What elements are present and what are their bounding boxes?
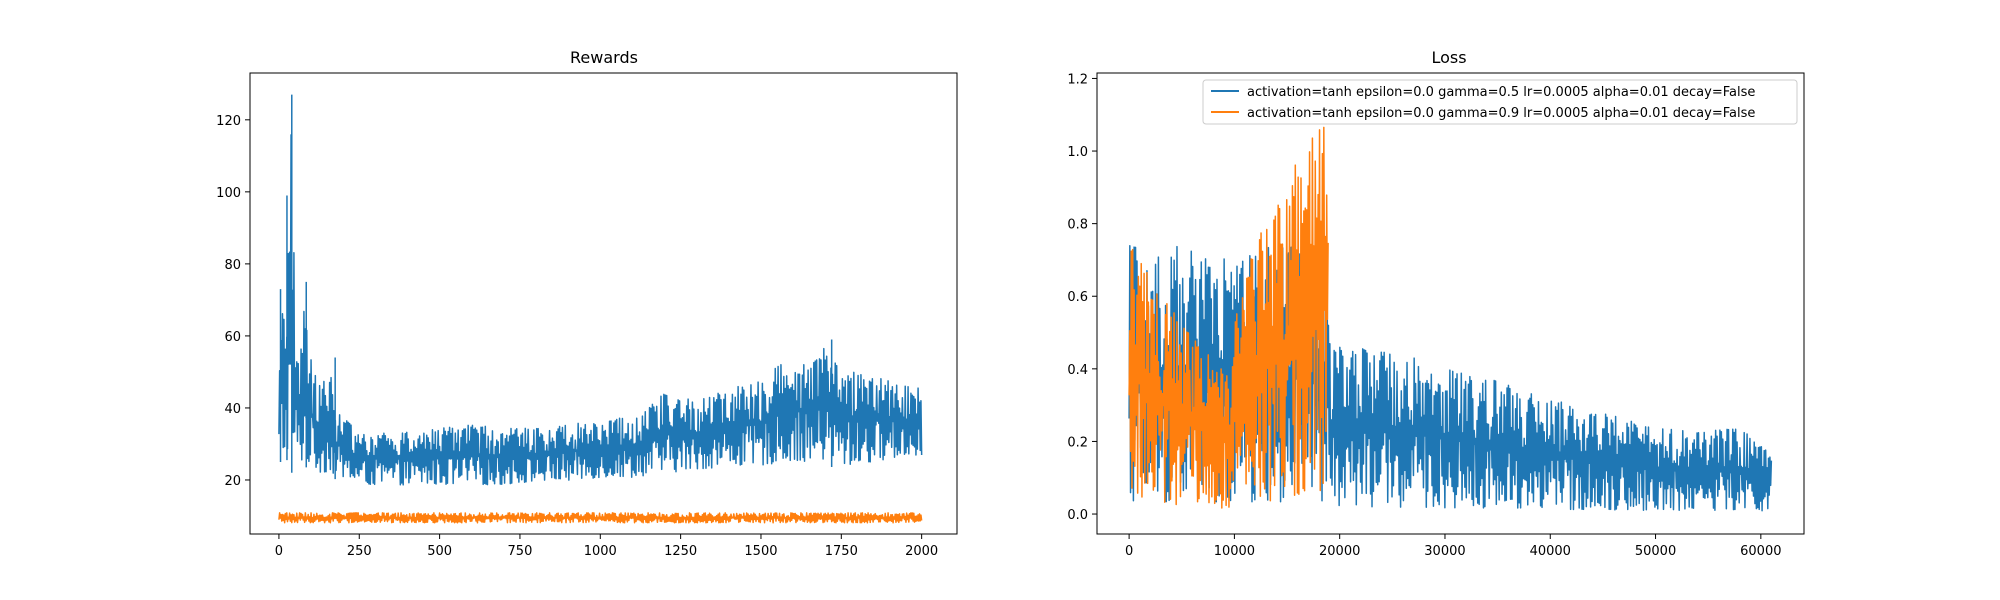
rewards-xtick-label: 750 [508,544,533,559]
rewards-series-layer [278,94,923,524]
rewards-xtick-label: 1000 [584,544,617,559]
loss-ytick-label: 0.0 [1067,508,1088,523]
rewards-series-2-line [278,512,923,524]
loss-axes-frame [1096,72,1805,535]
loss-title: Loss [1431,48,1466,67]
rewards-ytick-label: 20 [224,474,241,489]
loss-series-2-line [1128,126,1329,509]
loss-xtick-label: 20000 [1319,544,1360,559]
loss-ytick-label: 0.8 [1067,218,1088,233]
rewards-chart: Rewards 0 250 500 750 1000 1250 1500 1750 2000 20… [216,48,958,559]
legend-label-series-gamma-0-5: activation=tanh epsilon=0.0 gamma=0.5 lr… [1247,85,1755,100]
rewards-ytick-label: 120 [216,114,241,129]
loss-xtick-label: 40000 [1530,544,1571,559]
rewards-xtick-label: 1250 [664,544,697,559]
rewards-title: Rewards [570,48,638,67]
loss-xtick-label: 30000 [1424,544,1465,559]
rewards-axes-frame [249,72,958,535]
loss-series-layer [1128,126,1773,512]
rewards-ytick-label: 80 [224,258,241,273]
loss-ytick-label: 1.2 [1067,72,1088,87]
loss-xtick-label: 60000 [1740,544,1781,559]
loss-chart: Loss 0 10000 20000 30000 40000 50000 600000.00… [1067,48,1805,559]
loss-xtick-label: 0 [1125,544,1133,559]
rewards-xtick-label: 0 [275,544,283,559]
rewards-xtick-label: 2000 [905,544,938,559]
rewards-ytick-label: 60 [224,330,241,345]
rewards-xtick-label: 250 [347,544,372,559]
legend-box [1202,79,1798,125]
rewards-ticks: 0 250 500 750 1000 1250 1500 1750 2000 20 40 60 80 10… [216,114,938,559]
loss-xtick-label: 50000 [1635,544,1676,559]
loss-ytick-label: 0.2 [1067,435,1088,450]
legend-label-series-gamma-0-9: activation=tanh epsilon=0.0 gamma=0.9 lr… [1247,106,1755,121]
rewards-xtick-label: 1500 [744,544,777,559]
rewards-ytick-label: 100 [216,186,241,201]
loss-ytick-label: 0.6 [1067,290,1088,305]
loss-ytick-label: 1.0 [1067,145,1088,160]
loss-ticks: 0 10000 20000 30000 40000 50000 60000 0.0 0.2 0.4… [1067,72,1781,559]
rewards-ytick-label: 40 [224,402,241,417]
loss-legend: activation=tanh epsilon=0.0 gamma=0.5 lr… [1202,79,1798,125]
rewards-xtick-label: 1750 [825,544,858,559]
loss-xtick-label: 10000 [1214,544,1255,559]
loss-ytick-label: 0.4 [1067,363,1088,378]
rewards-xtick-label: 500 [427,544,452,559]
rewards-series-1-line [278,94,923,486]
